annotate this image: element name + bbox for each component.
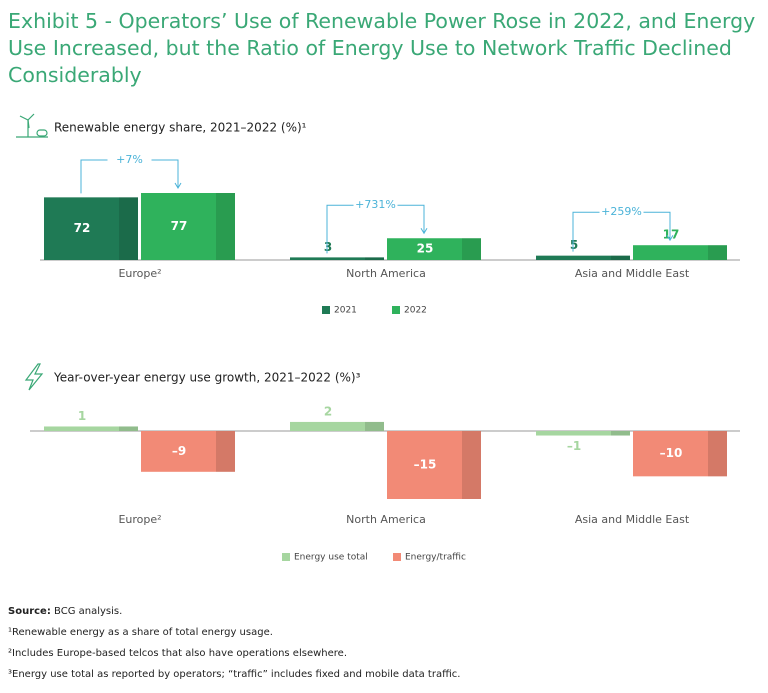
annotation: +731% [355, 198, 396, 211]
bar-shade [611, 431, 630, 436]
value-label: 1 [78, 409, 86, 423]
lightning-icon [24, 363, 44, 391]
bar [44, 426, 138, 431]
value-label: –9 [172, 444, 186, 458]
subtitle: Year-over-year energy use growth, 2021–2… [53, 371, 361, 385]
value-label: 17 [663, 228, 680, 242]
source-label: Source: [8, 606, 51, 617]
bar [44, 197, 138, 260]
bar-shade [611, 255, 630, 260]
annotation-arrow [666, 234, 674, 242]
value-label: –15 [414, 458, 437, 472]
bar [387, 238, 481, 260]
turbine-icon [16, 113, 48, 138]
legend-swatch [322, 306, 330, 314]
bar-shade [462, 431, 481, 499]
annotation-bg [353, 198, 398, 213]
value-label: 72 [74, 221, 91, 235]
legend-swatch [392, 306, 400, 314]
legend-swatch [282, 553, 290, 561]
footnote: ³Energy use total as reported by operato… [8, 669, 461, 680]
legend-label: 2021 [334, 306, 357, 316]
bar-shade [365, 257, 384, 260]
bar [536, 431, 630, 436]
value-label: 2 [324, 404, 332, 418]
value-label: 3 [324, 240, 332, 254]
source-text: BCG analysis. [54, 606, 123, 617]
bar-shade [365, 421, 384, 431]
footnote: ²Includes Europe-based telcos that also … [8, 648, 347, 659]
bar [290, 257, 384, 260]
title: Exhibit 5 - Operators’ Use of Renewable … [8, 9, 756, 87]
bar-shade [708, 245, 727, 260]
legend-label: Energy/traffic [405, 553, 466, 563]
category-label: Europe² [118, 267, 161, 280]
bar-shade [216, 193, 235, 260]
category-label: Asia and Middle East [575, 267, 690, 280]
bar-shade [462, 238, 481, 260]
annotation: +7% [116, 153, 143, 166]
category-label: Asia and Middle East [575, 513, 690, 526]
value-label: 5 [570, 238, 578, 252]
annotation-arrow [174, 182, 182, 189]
bar-shade [119, 197, 138, 260]
annotation-bg [107, 153, 152, 167]
value-label: –1 [567, 439, 581, 453]
footnote: ¹Renewable energy as a share of total en… [8, 627, 273, 638]
category-label: North America [346, 513, 426, 526]
value-label: 25 [417, 242, 434, 256]
bar [141, 193, 235, 260]
category-label: North America [346, 267, 426, 280]
bar [387, 431, 481, 499]
value-label: 77 [171, 219, 188, 233]
value-label: –10 [660, 446, 683, 460]
bar-shade [216, 431, 235, 472]
category-label: Europe² [118, 513, 161, 526]
annotation: +259% [601, 205, 642, 218]
source: Source: BCG analysis. [8, 606, 122, 617]
bar [633, 245, 727, 260]
bar-shade [119, 426, 138, 431]
bar [536, 255, 630, 260]
bar [633, 431, 727, 477]
subtitle: Renewable energy share, 2021–2022 (%)¹ [54, 121, 307, 135]
bar [141, 431, 235, 472]
bar-shade [708, 431, 727, 477]
bar [290, 421, 384, 431]
legend-label: 2022 [404, 306, 427, 316]
annotation-bg [599, 205, 644, 220]
annotation-arrow [420, 227, 428, 235]
legend-label: Energy use total [294, 553, 368, 563]
legend-swatch [393, 553, 401, 561]
